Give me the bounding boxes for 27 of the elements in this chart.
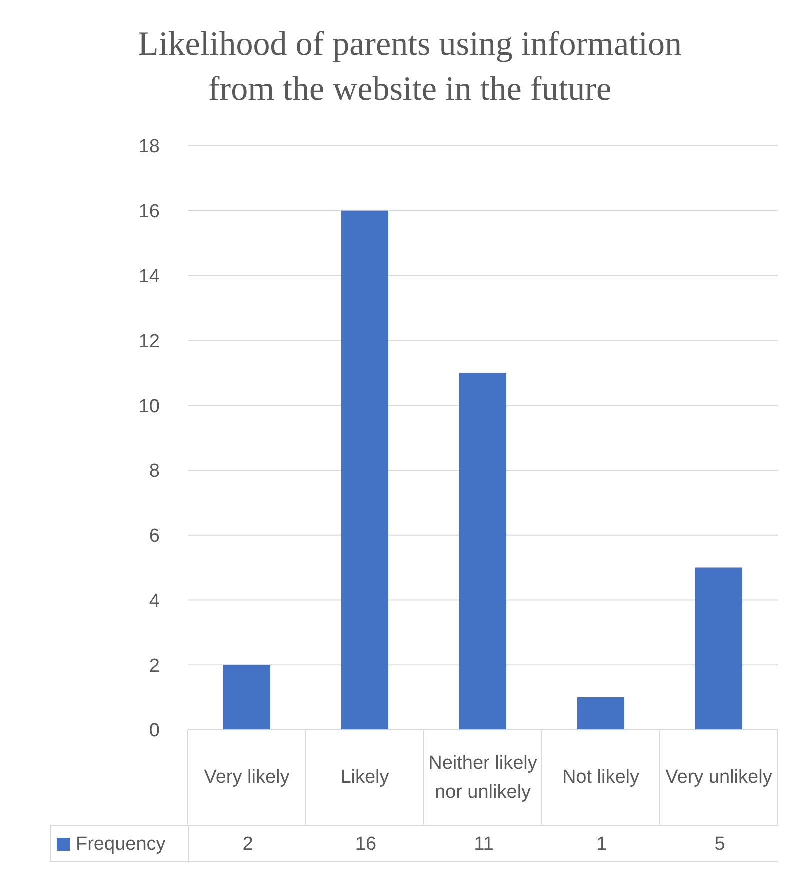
bar [341, 210, 388, 730]
legend-label: Frequency [76, 834, 166, 856]
y-tick-label: 2 [149, 656, 160, 677]
y-tick-label: 8 [149, 461, 160, 482]
data-label: 1 [596, 832, 608, 856]
y-tick-label: 16 [138, 202, 160, 223]
y-tick-label: 6 [149, 526, 160, 548]
x-tick-label: Neither likely nor unlikely [428, 752, 538, 804]
bar [577, 698, 624, 730]
data-label: 11 [473, 832, 495, 856]
bar [459, 373, 506, 730]
y-tick-label: 12 [138, 331, 160, 352]
bar [695, 568, 742, 730]
y-tick-label: 18 [138, 136, 160, 158]
chart-title: Likelihood of parents using information from the website in the future [137, 25, 683, 110]
y-tick-label: 14 [138, 266, 160, 288]
x-tick-label: Very likely [203, 766, 291, 790]
data-label: 5 [714, 832, 726, 856]
y-tick-label: 10 [138, 396, 160, 418]
x-tick-label: Likely [340, 766, 390, 790]
y-tick-label: 4 [149, 590, 160, 612]
x-tick-label: Very unlikely [664, 766, 774, 790]
x-tick-label: Not likely [561, 766, 641, 790]
data-label: 2 [242, 832, 254, 856]
bar [223, 665, 270, 730]
data-label: 16 [354, 832, 378, 856]
y-tick-label: 0 [149, 720, 160, 742]
